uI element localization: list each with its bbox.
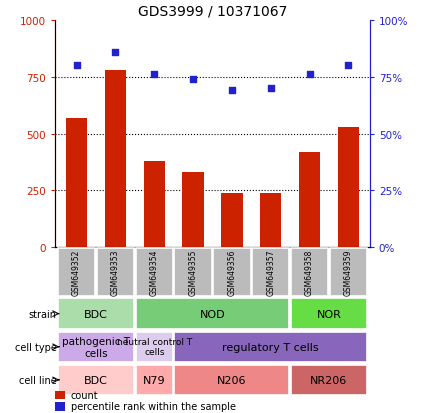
Text: NOR: NOR: [317, 309, 341, 319]
Bar: [338, 127, 359, 248]
Text: cell line: cell line: [19, 375, 57, 385]
Bar: [105, 71, 126, 248]
Bar: [330, 249, 367, 297]
Bar: [136, 332, 173, 362]
Text: GSM649354: GSM649354: [150, 249, 159, 296]
Text: GSM649352: GSM649352: [72, 249, 81, 296]
Text: NOD: NOD: [200, 309, 225, 319]
Bar: [58, 332, 134, 362]
Title: GDS3999 / 10371067: GDS3999 / 10371067: [138, 4, 287, 18]
Text: count: count: [71, 390, 99, 400]
Text: GSM649359: GSM649359: [344, 249, 353, 296]
Text: GSM649355: GSM649355: [189, 249, 198, 296]
Bar: [182, 173, 204, 248]
Point: [345, 63, 352, 69]
Bar: [252, 249, 289, 297]
Bar: [66, 118, 87, 248]
Bar: [136, 299, 289, 329]
Bar: [136, 249, 173, 297]
Bar: [299, 152, 320, 248]
Text: N206: N206: [217, 375, 246, 385]
Text: GSM649353: GSM649353: [111, 249, 120, 296]
Bar: [213, 249, 251, 297]
Point: [112, 49, 119, 56]
Bar: [174, 365, 289, 395]
Bar: [144, 161, 165, 248]
Bar: [221, 193, 243, 248]
Point: [151, 72, 158, 78]
Bar: [136, 365, 173, 395]
Text: GSM649356: GSM649356: [227, 249, 236, 296]
Bar: [291, 249, 328, 297]
Bar: [58, 249, 95, 297]
Text: pathogenic T
cells: pathogenic T cells: [62, 336, 130, 358]
Bar: [291, 299, 367, 329]
Point: [73, 63, 80, 69]
Bar: [55, 391, 65, 399]
Text: NR206: NR206: [310, 375, 348, 385]
Point: [306, 72, 313, 78]
Bar: [97, 249, 134, 297]
Text: neutral control T
cells: neutral control T cells: [116, 337, 192, 356]
Text: GSM649357: GSM649357: [266, 249, 275, 296]
Text: BDC: BDC: [84, 375, 108, 385]
Bar: [291, 365, 367, 395]
Bar: [55, 402, 65, 411]
Text: cell type: cell type: [14, 342, 57, 352]
Bar: [174, 332, 367, 362]
Text: percentile rank within the sample: percentile rank within the sample: [71, 401, 236, 411]
Text: GSM649358: GSM649358: [305, 249, 314, 296]
Point: [190, 76, 196, 83]
Bar: [260, 193, 281, 248]
Text: N79: N79: [143, 375, 166, 385]
Bar: [58, 299, 134, 329]
Text: strain: strain: [28, 309, 57, 319]
Point: [267, 85, 274, 92]
Bar: [174, 249, 212, 297]
Point: [229, 88, 235, 95]
Text: BDC: BDC: [84, 309, 108, 319]
Bar: [58, 365, 134, 395]
Text: regulatory T cells: regulatory T cells: [222, 342, 319, 352]
